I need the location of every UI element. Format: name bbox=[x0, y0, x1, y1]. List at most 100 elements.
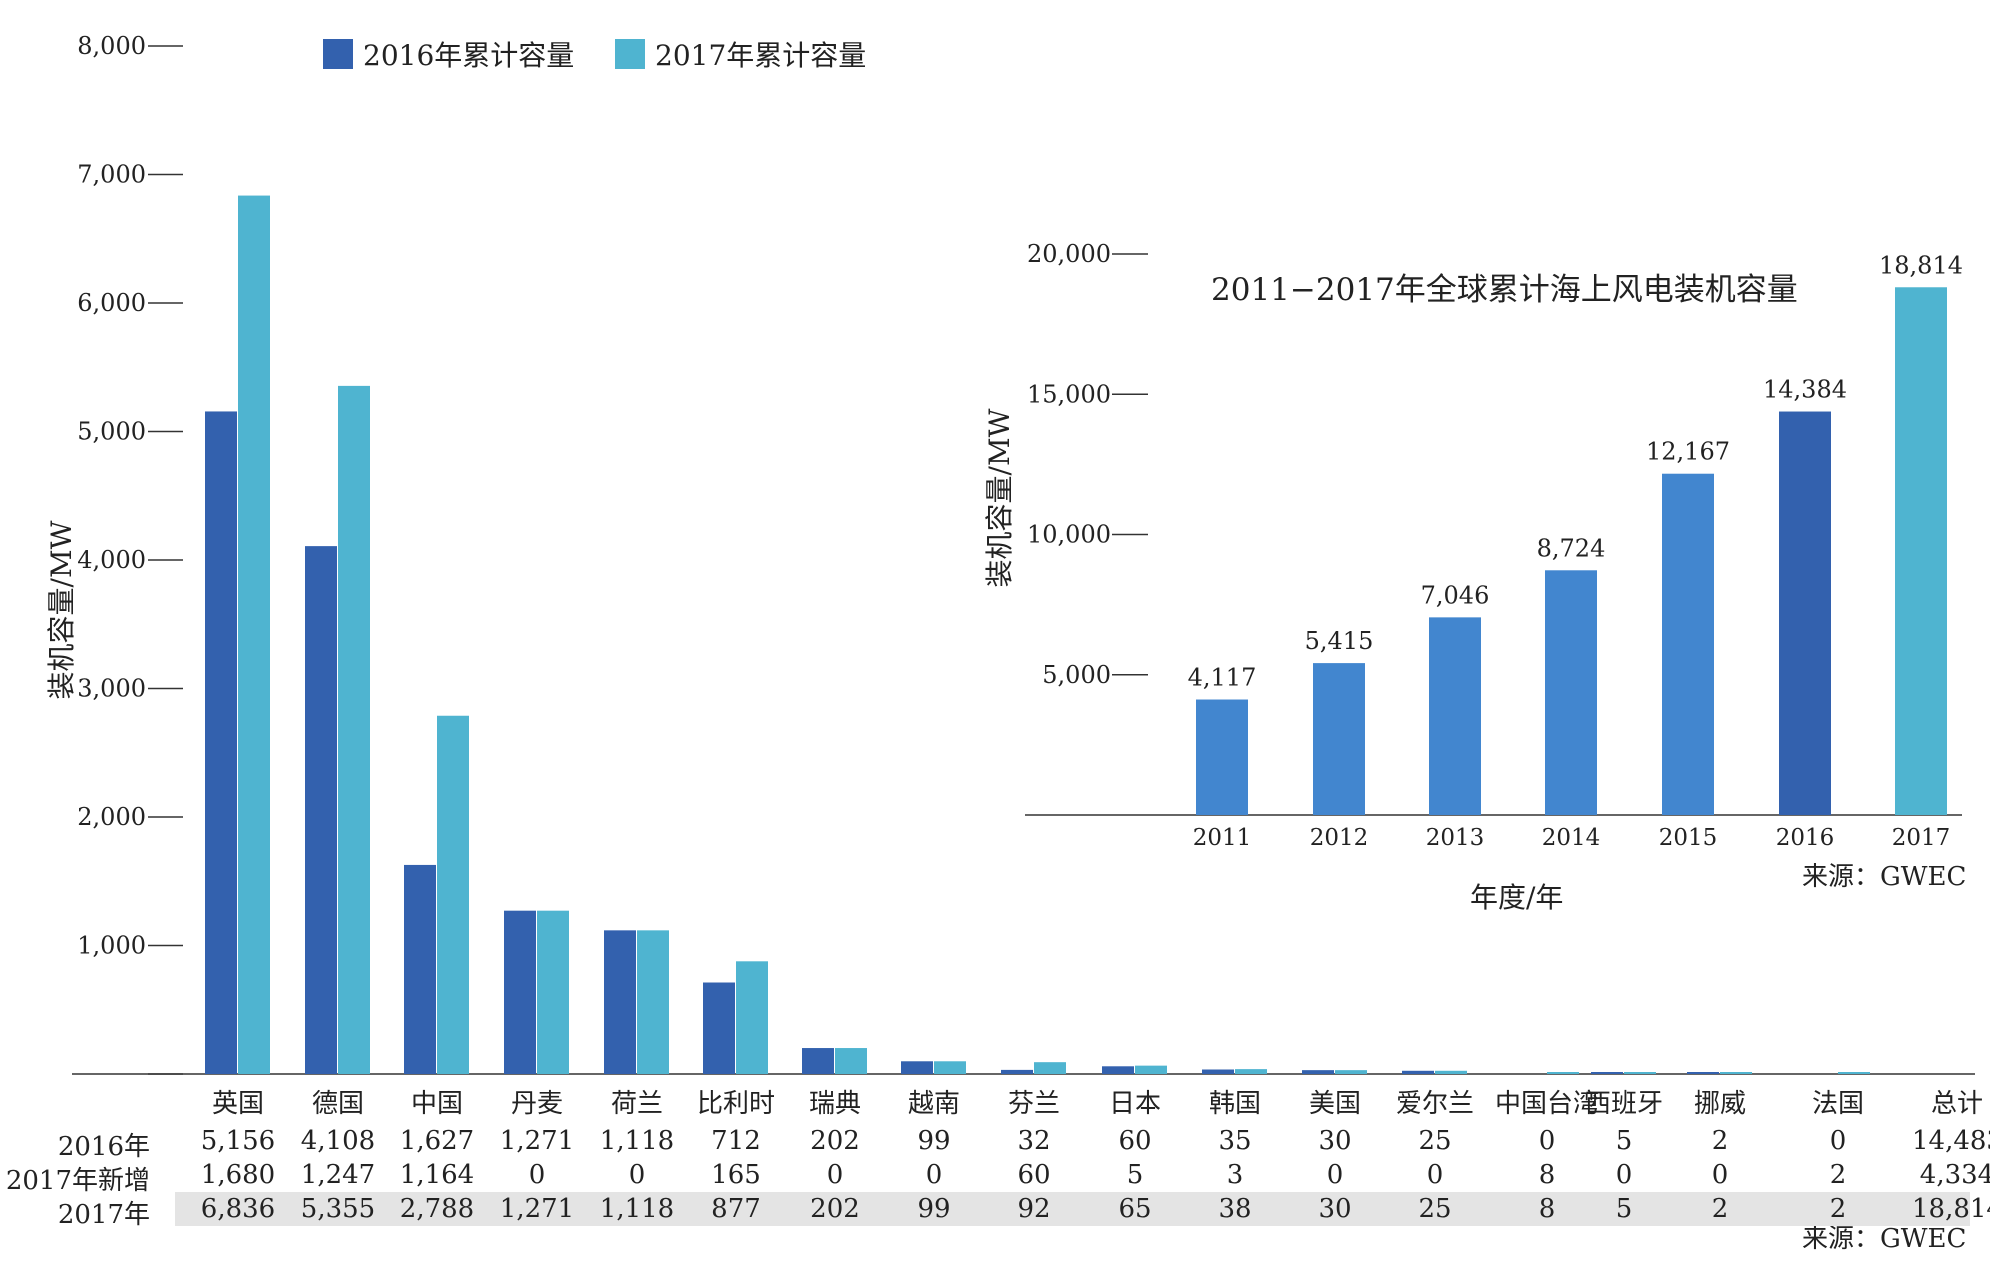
table-cell: 0 bbox=[1829, 1126, 1847, 1156]
bar-2016-14 bbox=[1591, 1072, 1623, 1074]
table-cell: 5 bbox=[1126, 1160, 1144, 1190]
main-source-note: 来源：GWEC bbox=[1802, 1224, 1967, 1254]
main-x-tick-label: 瑞典 bbox=[809, 1089, 861, 1119]
inset-value-label: 18,814 bbox=[1879, 251, 1963, 279]
table-cell: 1,247 bbox=[300, 1160, 376, 1190]
bar-2017-16 bbox=[1838, 1072, 1870, 1074]
bar-2016-3 bbox=[504, 910, 536, 1074]
table-cell: 2,788 bbox=[399, 1194, 475, 1224]
legend-swatch-2016 bbox=[323, 39, 353, 69]
table-cell: 1,164 bbox=[399, 1160, 475, 1190]
table-cell: 1,680 bbox=[200, 1160, 276, 1190]
inset-bar-2016 bbox=[1779, 411, 1831, 815]
main-x-tick-label: 爱尔兰 bbox=[1396, 1089, 1474, 1119]
bar-2017-8 bbox=[1034, 1062, 1066, 1074]
bar-2017-11 bbox=[1335, 1070, 1367, 1074]
table-cell: 2 bbox=[1829, 1160, 1847, 1190]
table-cell: 18,814 bbox=[1912, 1194, 1990, 1224]
table-cell: 32 bbox=[1017, 1126, 1051, 1156]
main-x-tick-label: 美国 bbox=[1309, 1089, 1361, 1119]
bar-2016-1 bbox=[305, 546, 337, 1074]
inset-x-axis-label: 年度/年 bbox=[1470, 881, 1564, 914]
table-row-label: 2017年新增 bbox=[5, 1166, 150, 1196]
bar-2016-5 bbox=[703, 982, 735, 1074]
inset-value-label: 12,167 bbox=[1646, 438, 1730, 466]
table-cell: 202 bbox=[810, 1126, 860, 1156]
table-cell: 0 bbox=[1711, 1160, 1729, 1190]
inset-bar-2017 bbox=[1895, 287, 1947, 815]
bar-2016-10 bbox=[1202, 1069, 1234, 1074]
bar-2016-6 bbox=[802, 1048, 834, 1074]
main-x-tick-label: 荷兰 bbox=[611, 1089, 663, 1119]
inset-bar-2015 bbox=[1662, 473, 1714, 815]
main-y-tick-label: 5,000 bbox=[77, 418, 146, 446]
table-cell: 99 bbox=[917, 1194, 951, 1224]
table-cell: 38 bbox=[1218, 1194, 1252, 1224]
bar-2017-2 bbox=[437, 715, 469, 1074]
inset-y-tick-label: 10,000 bbox=[1027, 521, 1111, 549]
table-cell: 0 bbox=[628, 1160, 646, 1190]
table-cell: 14,483 bbox=[1912, 1126, 1990, 1156]
bar-2017-5 bbox=[736, 961, 768, 1074]
inset-y-tick-label: 15,000 bbox=[1027, 380, 1111, 408]
bar-2017-3 bbox=[537, 910, 569, 1074]
inset-bar-2013 bbox=[1429, 617, 1481, 815]
table-cell: 99 bbox=[917, 1126, 951, 1156]
bar-2017-0 bbox=[238, 195, 270, 1075]
table-cell: 2 bbox=[1711, 1194, 1729, 1224]
table-cell: 92 bbox=[1017, 1194, 1051, 1224]
table-cell: 25 bbox=[1418, 1194, 1452, 1224]
main-x-tick-label: 德国 bbox=[312, 1089, 364, 1119]
bar-2017-9 bbox=[1135, 1065, 1167, 1074]
main-x-tick-label: 法国 bbox=[1812, 1089, 1864, 1119]
inset-x-tick-label: 2015 bbox=[1659, 825, 1718, 851]
table-cell: 1,627 bbox=[399, 1126, 475, 1156]
main-y-tick-label: 6,000 bbox=[77, 289, 146, 317]
table-cell: 202 bbox=[810, 1194, 860, 1224]
bar-2016-9 bbox=[1102, 1066, 1134, 1074]
legend-item-2016: 2016年累计容量 bbox=[323, 34, 574, 74]
table-cell: 4,108 bbox=[300, 1126, 376, 1156]
table-cell: 0 bbox=[1538, 1126, 1556, 1156]
table-cell: 165 bbox=[711, 1160, 761, 1190]
legend-swatch-2017 bbox=[615, 39, 645, 69]
bar-2017-7 bbox=[934, 1061, 966, 1074]
inset-bar-2011 bbox=[1196, 699, 1248, 815]
inset-y-tick-label: 5,000 bbox=[1042, 661, 1111, 689]
table-row-highlight bbox=[175, 1192, 1970, 1226]
inset-source-note: 来源：GWEC bbox=[1802, 862, 1967, 892]
bar-2017-4 bbox=[637, 930, 669, 1074]
legend-label-2016: 2016年累计容量 bbox=[363, 39, 575, 72]
table-cell: 0 bbox=[1426, 1160, 1444, 1190]
main-x-tick-label: 西班牙 bbox=[1585, 1089, 1663, 1119]
main-x-tick-label: 日本 bbox=[1109, 1089, 1161, 1119]
bar-2017-14 bbox=[1624, 1072, 1656, 1074]
table-cell: 877 bbox=[711, 1194, 761, 1224]
table-cell: 0 bbox=[1326, 1160, 1344, 1190]
inset-value-label: 14,384 bbox=[1763, 376, 1847, 404]
table-cell: 30 bbox=[1318, 1194, 1352, 1224]
bar-2016-8 bbox=[1001, 1069, 1033, 1074]
table-cell: 0 bbox=[826, 1160, 844, 1190]
main-x-tick-label: 中国台湾 bbox=[1495, 1089, 1599, 1119]
bar-2016-4 bbox=[604, 930, 636, 1074]
main-x-tick-label: 越南 bbox=[908, 1089, 960, 1119]
table-cell: 65 bbox=[1118, 1194, 1152, 1224]
table-cell: 60 bbox=[1118, 1126, 1152, 1156]
table-cell: 1,118 bbox=[599, 1126, 675, 1156]
inset-x-tick-label: 2014 bbox=[1542, 825, 1601, 851]
table-row-label: 2016年 bbox=[57, 1132, 150, 1162]
table-row-label: 2017年 bbox=[57, 1200, 150, 1230]
bar-2016-15 bbox=[1687, 1072, 1719, 1074]
bar-2017-13 bbox=[1547, 1072, 1579, 1074]
main-x-tick-label: 挪威 bbox=[1694, 1089, 1746, 1119]
legend-label-2017: 2017年累计容量 bbox=[655, 39, 867, 72]
inset-y-tick-label: 20,000 bbox=[1027, 240, 1111, 268]
table-cell: 35 bbox=[1218, 1126, 1252, 1156]
inset-chart-title: 2011−2017年全球累计海上风电装机容量 bbox=[1211, 272, 1798, 308]
inset-value-label: 5,415 bbox=[1305, 627, 1374, 655]
bar-2016-2 bbox=[404, 864, 436, 1074]
main-x-tick-label: 韩国 bbox=[1209, 1089, 1261, 1119]
